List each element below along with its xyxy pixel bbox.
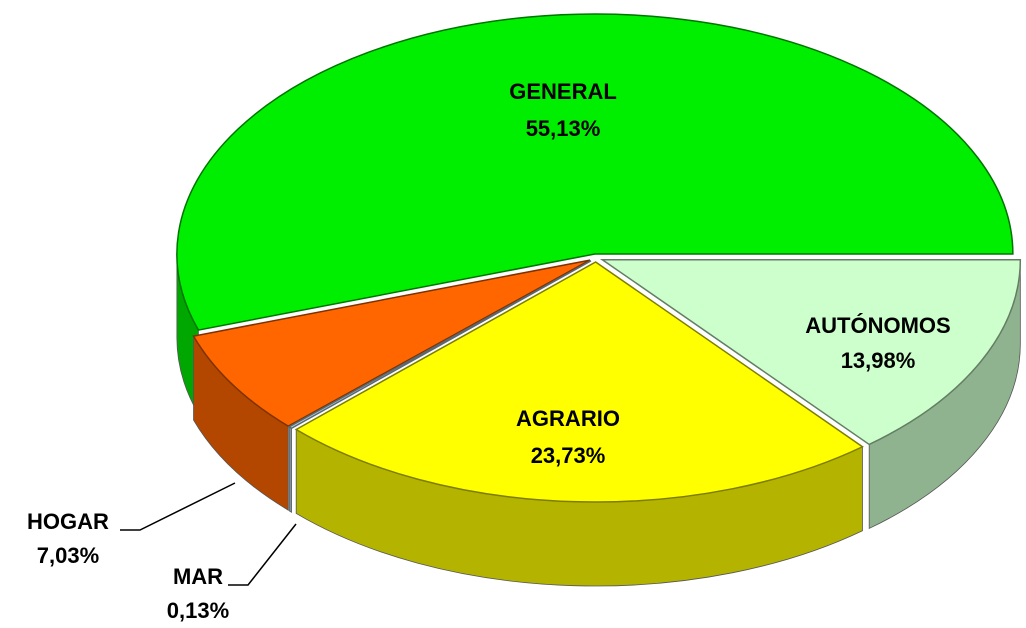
slice-label: MAR [173,564,223,589]
slice-value: 7,03% [37,543,99,568]
slice-value: 13,98% [841,348,916,373]
slice-label: HOGAR [27,509,109,534]
leader-line [120,482,236,531]
pie-tops [176,13,1022,503]
slice-value: 23,73% [531,443,606,468]
pie-slice [192,259,591,427]
slice-value: 0,13% [167,598,229,623]
slice-label: AGRARIO [516,406,620,431]
labels: GENERAL 55,13% HOGAR 7,03% MAR 0,13% AGR… [27,79,951,623]
pie-slice [294,261,864,503]
leader-line [228,523,297,586]
slice-value: 55,13% [526,116,601,141]
pie-slice [287,260,592,430]
pie-wall [288,426,292,513]
pie-walls [176,254,1021,587]
slice-label: AUTÓNOMOS [805,313,950,338]
slice-label: GENERAL [509,79,617,104]
pie-slice [599,258,1022,446]
pie-slice [176,13,1014,331]
